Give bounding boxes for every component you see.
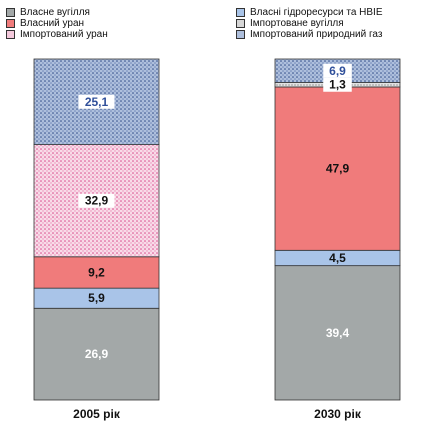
segment-label-1-3: 1,3 xyxy=(329,78,346,92)
category-label-1: 2030 рік xyxy=(314,407,362,421)
segment-label-1-5: 6,9 xyxy=(329,64,346,78)
legend-left: Власне вугілля Власний уран Імпортований… xyxy=(6,7,108,40)
segment-label-bg-0-5 xyxy=(78,94,115,109)
category-label-0: 2005 рік xyxy=(73,407,121,421)
segment-label-1-1: 4,5 xyxy=(329,251,346,265)
legend-label-own-coal: Власне вугілля xyxy=(20,6,90,18)
legend-item-own-uranium: Власний уран xyxy=(6,18,108,29)
segment-label-0-5: 25,1 xyxy=(85,95,109,109)
bar-segment-0-0 xyxy=(33,307,160,401)
segment-label-1-0: 39,4 xyxy=(326,326,350,340)
segment-label-0-2: 9,2 xyxy=(88,265,105,279)
legend-label-imported-gas: Імпортований природний газ xyxy=(250,28,383,40)
legend-swatch-own-uranium xyxy=(6,19,15,28)
bar-segment-1-0 xyxy=(274,265,401,401)
legend-label-imported-uranium: Імпортований уран xyxy=(20,28,108,40)
legend-right: Власні гідроресурси та НВІЕ Імпортоване … xyxy=(236,7,383,40)
legend-label-imported-coal: Імпортоване вугілля xyxy=(250,17,344,29)
legend-label-own-uranium: Власний уран xyxy=(20,17,85,29)
segment-label-0-4: 32,9 xyxy=(85,194,109,208)
segment-labels-group: 26,9 5,9 9,2 32,9 25,1 39,4 4,5 47,9 1,36,9 xyxy=(78,63,352,361)
legend-label-own-hydro-res: Власні гідроресурси та НВІЕ xyxy=(250,6,383,18)
legend-swatch-imported-gas xyxy=(236,30,245,39)
bar-segment-1-2 xyxy=(274,86,401,251)
segment-label-0-0: 26,9 xyxy=(85,347,109,361)
legend-swatch-own-coal xyxy=(6,8,15,17)
segment-label-0-1: 5,9 xyxy=(88,291,105,305)
legend-item-imported-gas: Імпортований природний газ xyxy=(236,29,383,40)
legend-item-own-coal: Власне вугілля xyxy=(6,7,108,18)
segment-label-bg-0-4 xyxy=(78,193,115,208)
legend-item-imported-uranium: Імпортований уран xyxy=(6,29,108,40)
legend-item-imported-coal: Імпортоване вугілля xyxy=(236,18,383,29)
legend-swatch-own-hydro-res xyxy=(236,8,245,17)
legend-item-own-hydro-res: Власні гідроресурси та НВІЕ xyxy=(236,7,383,18)
segment-label-bg-1-3 xyxy=(323,77,352,92)
legend-swatch-imported-uranium xyxy=(6,30,15,39)
bar-segment-0-2 xyxy=(33,256,160,289)
segment-label-bg-1-5 xyxy=(323,63,352,78)
legend-swatch-imported-coal xyxy=(236,19,245,28)
category-labels-group: 2005 рік 2030 рік xyxy=(73,407,362,421)
segment-label-1-2: 47,9 xyxy=(326,162,350,176)
bars-group xyxy=(33,58,401,401)
